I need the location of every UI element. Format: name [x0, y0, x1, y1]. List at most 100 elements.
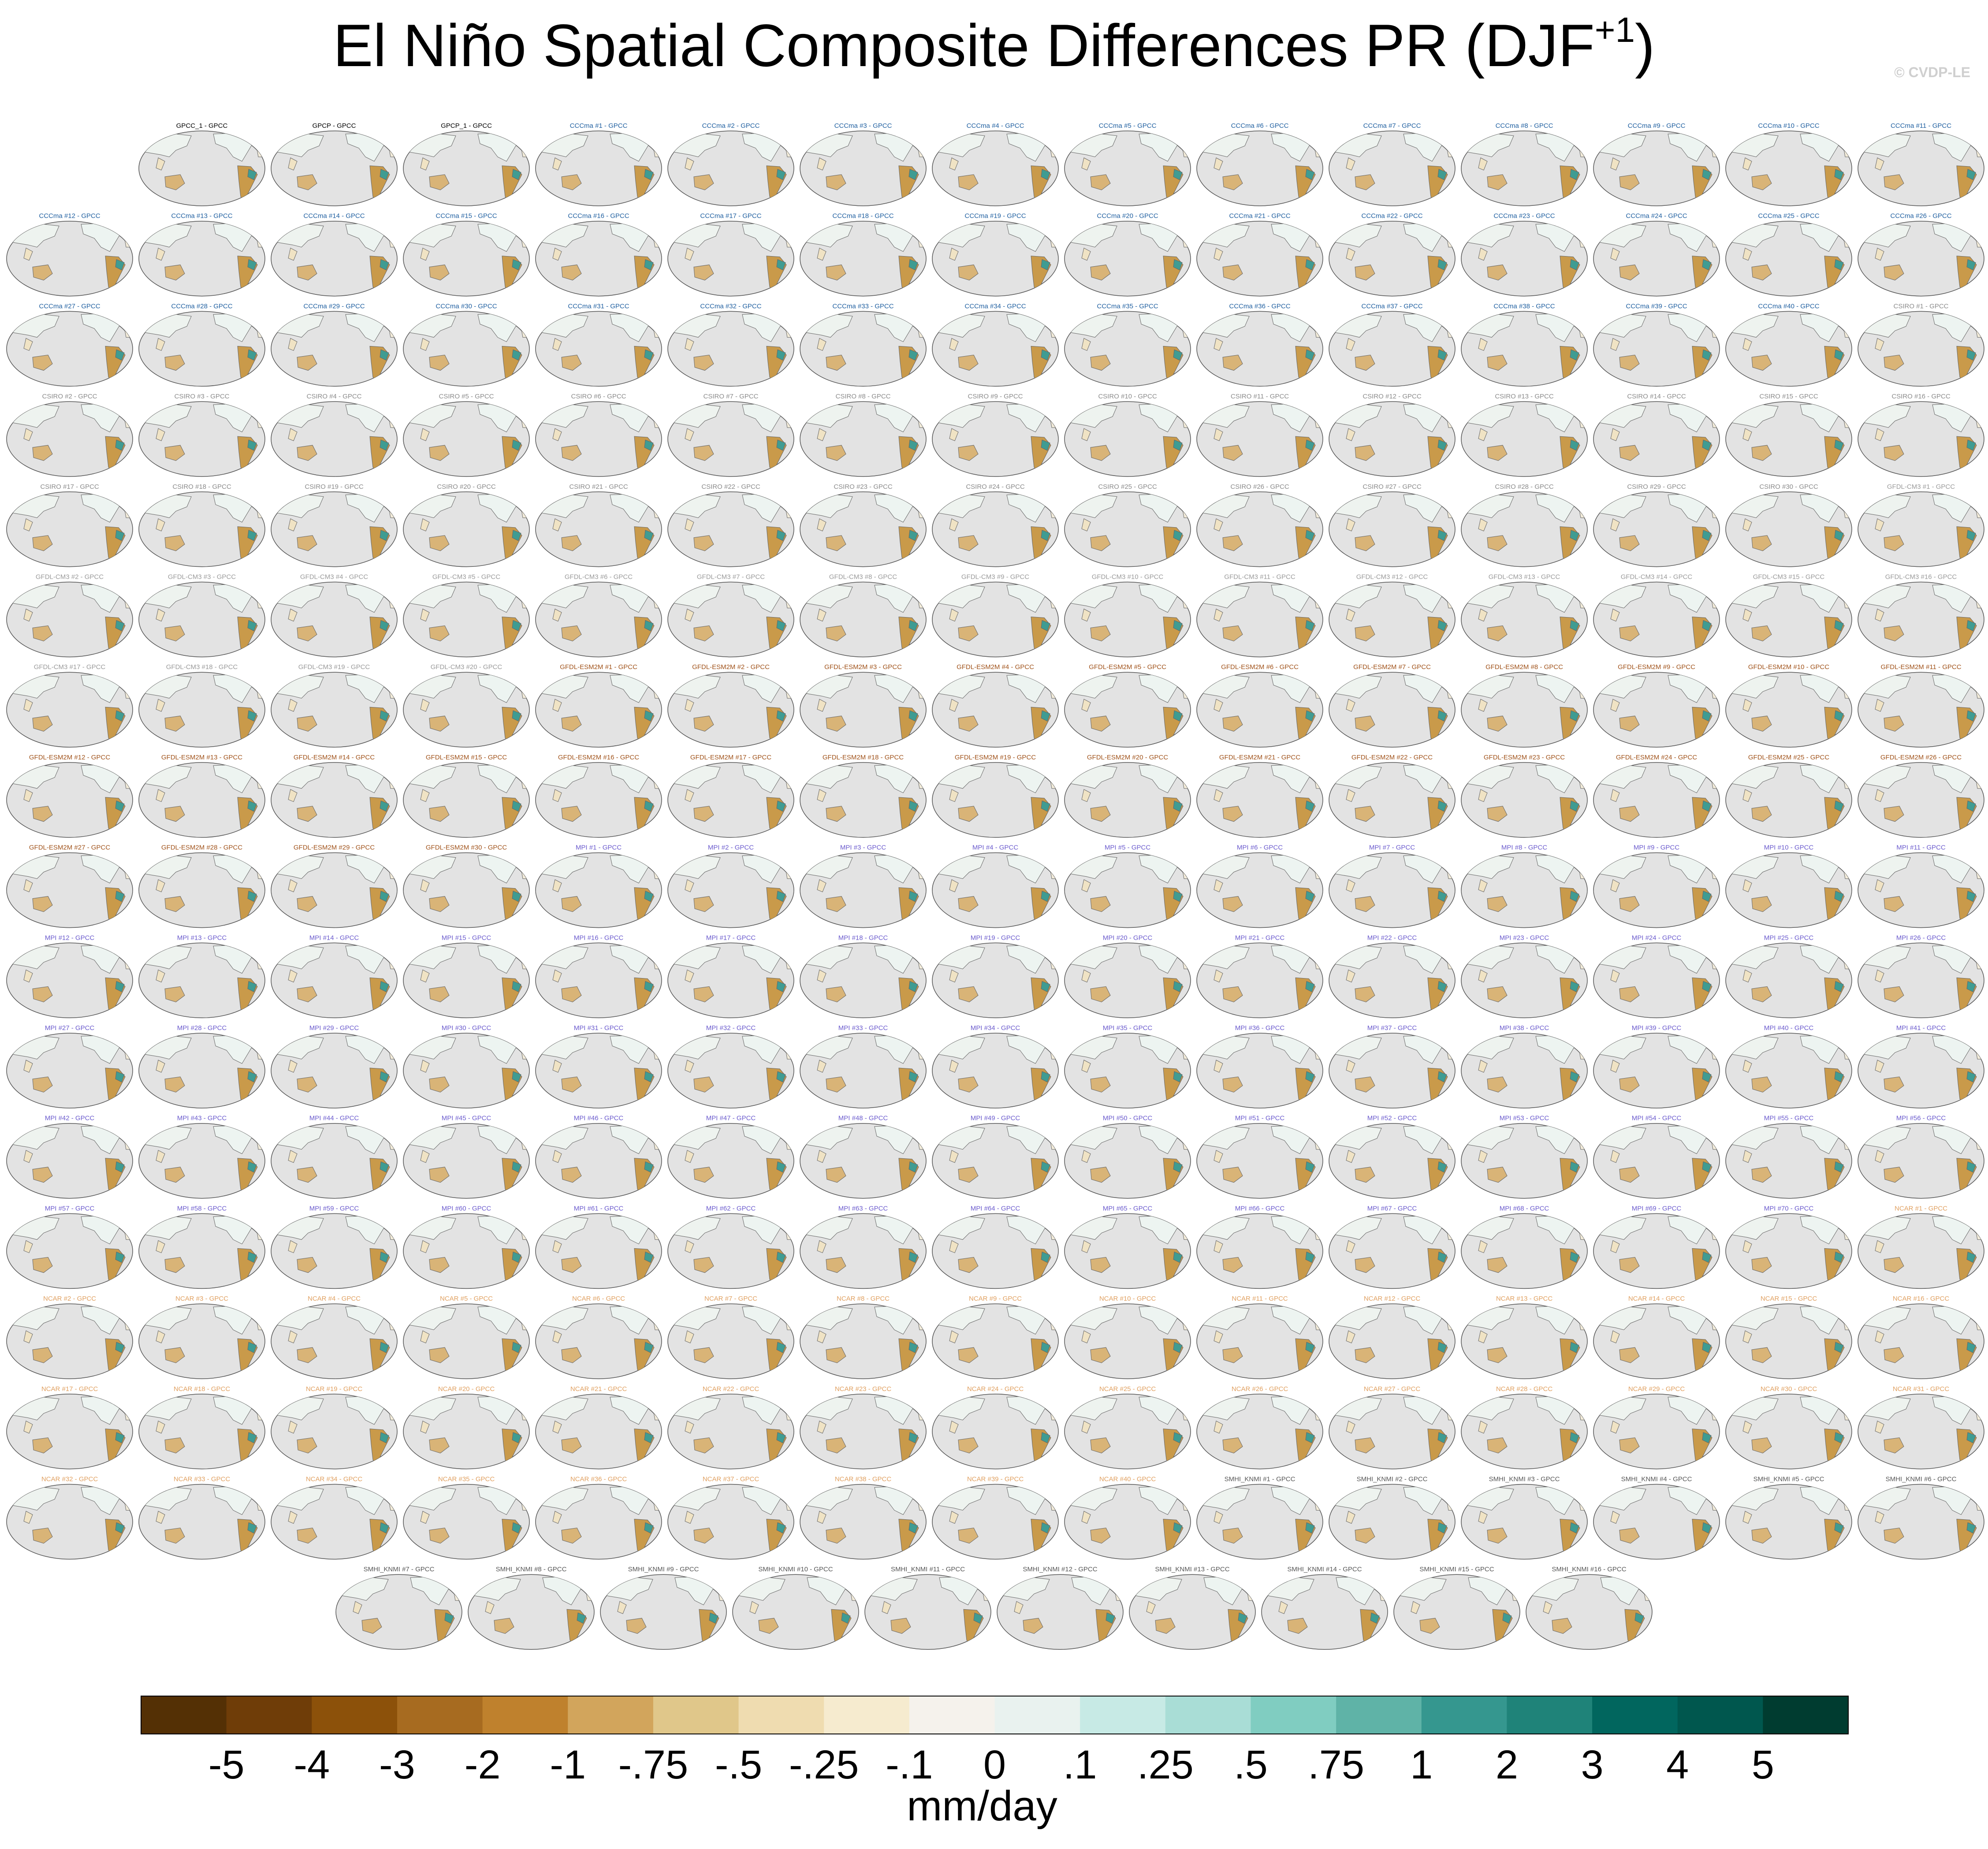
panel-title: NCAR #38 - GPCC	[835, 1476, 892, 1483]
map	[6, 943, 133, 1018]
panel-title: MPI #69 - GPCC	[1632, 1205, 1682, 1212]
map-panel: MPI #47 - GPCC	[667, 1115, 794, 1198]
map	[6, 1394, 133, 1469]
map	[403, 402, 529, 476]
map-panel: GFDL-ESM2M #1 - GPCC	[535, 663, 662, 747]
panel-title: MPI #22 - GPCC	[1367, 934, 1417, 941]
panel-title: CCCma #31 - GPCC	[568, 302, 629, 310]
panel-title: NCAR #4 - GPCC	[308, 1295, 361, 1302]
map	[1858, 582, 1984, 657]
map	[667, 1213, 794, 1288]
panel-title: CSIRO #14 - GPCC	[1627, 393, 1686, 400]
panel-title: MPI #13 - GPCC	[177, 934, 227, 941]
map-panel: MPI #28 - GPCC	[138, 1024, 265, 1108]
title-text: El Niño Spatial Composite Differences PR…	[333, 12, 1595, 79]
panel-title: NCAR #34 - GPCC	[306, 1476, 363, 1483]
panel-title: MPI #29 - GPCC	[309, 1024, 359, 1032]
map	[1329, 943, 1455, 1018]
map-panel: NCAR #36 - GPCC	[535, 1476, 662, 1559]
panel-title: MPI #19 - GPCC	[971, 934, 1020, 941]
map-panel: GFDL-ESM2M #15 - GPCC	[403, 754, 529, 837]
panel-title: MPI #14 - GPCC	[309, 934, 359, 941]
map	[138, 1124, 265, 1198]
panel-title: CCCma #13 - GPCC	[171, 212, 232, 220]
map	[403, 1033, 529, 1108]
map	[403, 943, 529, 1018]
map-panel: CCCma #10 - GPCC	[1725, 122, 1852, 206]
panel-title: MPI #2 - GPCC	[708, 844, 754, 852]
panel-title: CSIRO #18 - GPCC	[172, 483, 231, 491]
panel-title: CCCma #1 - GPCC	[570, 122, 628, 130]
panel-title: MPI #37 - GPCC	[1367, 1024, 1417, 1032]
map-panel: MPI #61 - GPCC	[535, 1205, 662, 1288]
map-panel: CCCma #40 - GPCC	[1725, 302, 1852, 386]
map	[1725, 492, 1852, 567]
map-panel: GFDL-ESM2M #10 - GPCC	[1725, 663, 1852, 747]
map-panel: NCAR #2 - GPCC	[6, 1295, 133, 1379]
panel-title: CCCma #30 - GPCC	[436, 302, 497, 310]
panel-title: CSIRO #25 - GPCC	[1098, 483, 1157, 491]
panel-title: MPI #10 - GPCC	[1764, 844, 1814, 852]
map-panel: MPI #70 - GPCC	[1725, 1205, 1852, 1288]
map-panel: GFDL-ESM2M #21 - GPCC	[1196, 754, 1323, 837]
map	[997, 1574, 1123, 1649]
map-panel: NCAR #38 - GPCC	[800, 1476, 926, 1559]
map-panel: SMHI_KNMI #7 - GPCC	[335, 1566, 462, 1649]
colorbar-box	[141, 1696, 227, 1734]
panel-title: CSIRO #7 - GPCC	[703, 393, 758, 400]
map-panel: CCCma #29 - GPCC	[271, 302, 397, 386]
map	[1725, 131, 1852, 206]
map-panel: CSIRO #8 - GPCC	[800, 393, 926, 476]
map	[667, 1304, 794, 1379]
panel-title: CCCma #3 - GPCC	[834, 122, 892, 130]
map	[667, 402, 794, 476]
colorbar-label: 5	[1752, 1742, 1774, 1787]
map	[1196, 1394, 1323, 1469]
panel-title: NCAR #5 - GPCC	[440, 1295, 493, 1302]
map-panel: MPI #64 - GPCC	[932, 1205, 1058, 1288]
panel-title: GFDL-CM3 #10 - GPCC	[1092, 573, 1164, 581]
map	[1329, 1033, 1455, 1108]
panel-title: SMHI_KNMI #15 - GPCC	[1419, 1566, 1494, 1573]
map-panel: GFDL-ESM2M #2 - GPCC	[667, 663, 794, 747]
map-panel: CCCma #20 - GPCC	[1064, 212, 1191, 296]
map-panel: SMHI_KNMI #4 - GPCC	[1593, 1476, 1720, 1559]
map	[138, 492, 265, 567]
map	[6, 853, 133, 928]
panel-title: MPI #8 - GPCC	[1501, 844, 1547, 852]
map-panel: CSIRO #24 - GPCC	[932, 483, 1058, 567]
map-panel: MPI #66 - GPCC	[1196, 1205, 1323, 1288]
panel-title: CCCma #35 - GPCC	[1097, 302, 1158, 310]
panel-title: MPI #11 - GPCC	[1896, 844, 1946, 852]
map-panel: MPI #65 - GPCC	[1064, 1205, 1191, 1288]
map-panel: MPI #63 - GPCC	[800, 1205, 926, 1288]
map	[1461, 131, 1587, 206]
map-panel: MPI #49 - GPCC	[932, 1115, 1058, 1198]
map-panel: NCAR #1 - GPCC	[1858, 1205, 1984, 1288]
map	[1461, 1484, 1587, 1559]
panel-title: CCCma #40 - GPCC	[1758, 302, 1819, 310]
map-panel: GFDL-ESM2M #6 - GPCC	[1196, 663, 1323, 747]
map-panel: NCAR #10 - GPCC	[1064, 1295, 1191, 1379]
panel-title: GFDL-ESM2M #18 - GPCC	[823, 754, 904, 761]
map-panel: GFDL-CM3 #7 - GPCC	[667, 573, 794, 657]
map-panel: GFDL-ESM2M #22 - GPCC	[1329, 754, 1455, 837]
map	[138, 131, 265, 206]
map	[932, 672, 1058, 747]
map-panel: GFDL-ESM2M #14 - GPCC	[271, 754, 397, 837]
map	[932, 311, 1058, 386]
map	[1196, 221, 1323, 296]
colorbar-label: -1	[550, 1742, 586, 1787]
map	[6, 582, 133, 657]
map	[1593, 943, 1720, 1018]
colorbar-box	[1165, 1696, 1251, 1734]
panel-title: GFDL-ESM2M #13 - GPCC	[161, 754, 242, 761]
map-panel: GFDL-ESM2M #26 - GPCC	[1858, 754, 1984, 837]
map	[667, 221, 794, 296]
colorbar-label: -4	[294, 1742, 330, 1787]
map-panel: GFDL-CM3 #1 - GPCC	[1858, 483, 1984, 567]
colorbar-box	[226, 1696, 312, 1734]
map	[403, 672, 529, 747]
panel-title: MPI #41 - GPCC	[1896, 1024, 1946, 1032]
map-panel: GPCC_1 - GPCC	[138, 122, 265, 206]
